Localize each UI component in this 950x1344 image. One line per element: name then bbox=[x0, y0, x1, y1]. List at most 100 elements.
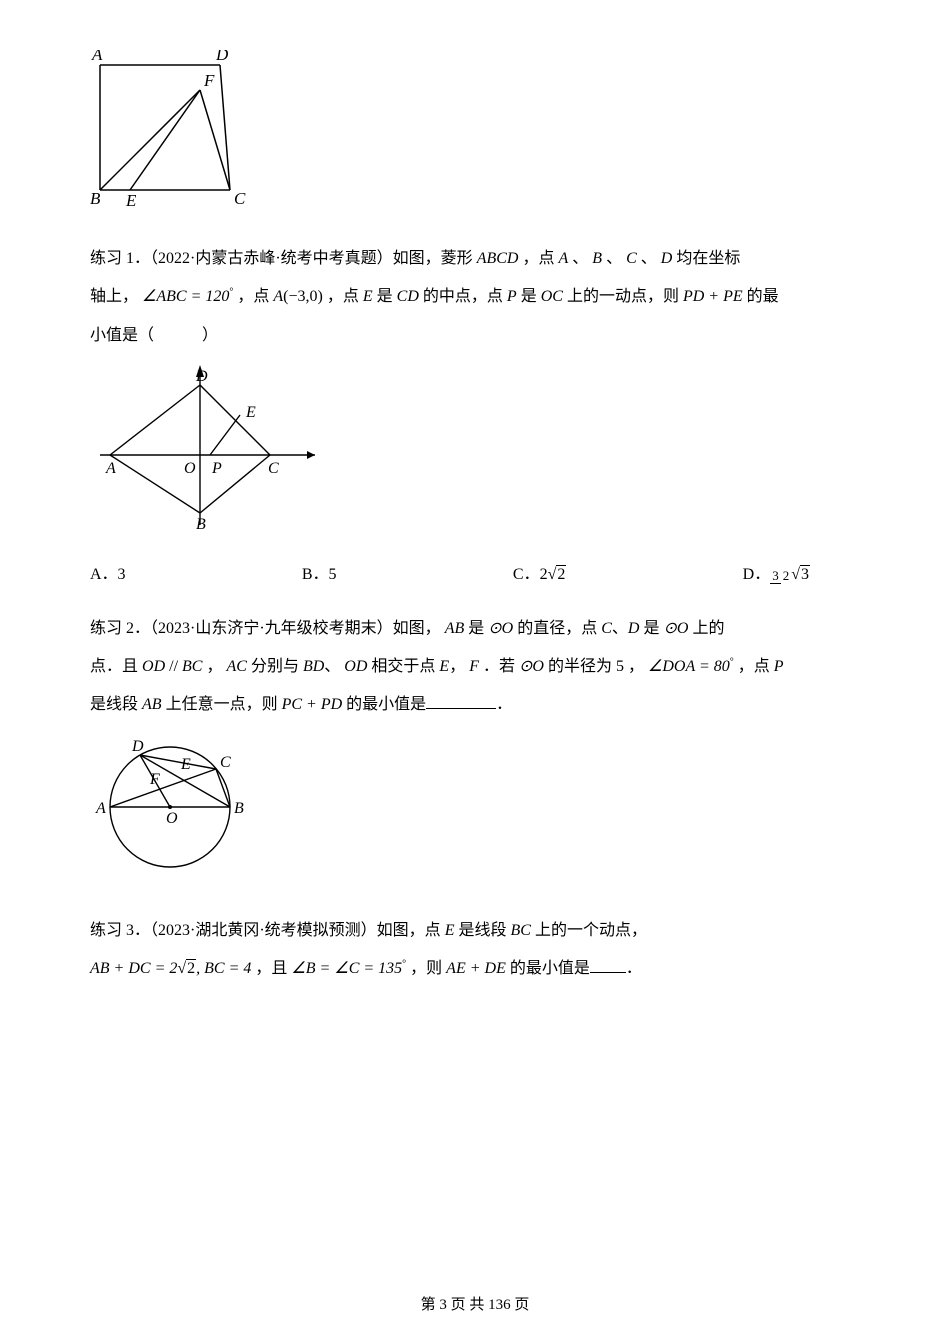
ex1-label: 练习 1． bbox=[90, 250, 150, 267]
ex1-Apt: A(−3,0) bbox=[273, 288, 322, 305]
ex2-d: D bbox=[628, 620, 640, 637]
ex1-pE: E bbox=[363, 288, 373, 305]
ex2-ang: ∠DOA = 80° bbox=[648, 658, 734, 675]
exercise-1-options: A．3 B．5 C．22 D．323 bbox=[90, 560, 810, 584]
ex2-ab2: AB bbox=[142, 696, 162, 713]
footer-p3: 页 bbox=[514, 1297, 529, 1313]
option-D-num: 3 bbox=[770, 568, 781, 584]
ex2-t2b: 、 bbox=[612, 620, 628, 637]
ex1-pdpe: PD + PE bbox=[683, 288, 743, 305]
option-C: C．22 bbox=[513, 560, 566, 584]
option-D: D．323 bbox=[743, 560, 810, 584]
svg-text:C: C bbox=[268, 460, 279, 477]
ex3-t5: 的最小值是 bbox=[510, 960, 590, 977]
ex3-eq1b: , BC = 4 bbox=[196, 960, 251, 977]
ex2-line2a: 点．且 bbox=[90, 658, 138, 675]
ex2-t9: 的半径为 bbox=[548, 658, 612, 675]
ex2-circ2: ⊙O bbox=[664, 620, 689, 637]
ex1-t11: 上的一动点，则 bbox=[567, 288, 679, 305]
ex2-t8: ．若 bbox=[483, 658, 515, 675]
ex3-eq1: AB + DC = 22, BC = 4 bbox=[90, 960, 251, 977]
figure-rhombus: A OP C D E B bbox=[90, 365, 860, 540]
ex2-t7b: ， bbox=[449, 658, 465, 675]
svg-text:B: B bbox=[234, 800, 244, 817]
ex2-e: E bbox=[439, 658, 449, 675]
option-B: B．5 bbox=[302, 560, 337, 584]
option-A: A．3 bbox=[90, 560, 126, 584]
svg-text:O: O bbox=[166, 810, 178, 827]
page: ADBCEF 练习 1．（2022·内蒙古赤峰·统考中考真题）如图，菱形 ABC… bbox=[0, 0, 950, 1344]
svg-text:P: P bbox=[211, 460, 222, 477]
ex2-bc: BC bbox=[182, 658, 202, 675]
ex1-pA: A bbox=[558, 250, 568, 267]
ex3-e: E bbox=[445, 922, 455, 939]
ex1-angle: ∠ABC = 120° bbox=[142, 288, 233, 305]
svg-text:A: A bbox=[91, 50, 103, 64]
footer-p1: 第 bbox=[421, 1297, 436, 1313]
ex2-circ1: ⊙O bbox=[488, 620, 513, 637]
ex1-t2: 、 bbox=[572, 250, 588, 267]
ex2-t14: ． bbox=[496, 696, 512, 713]
svg-text:D: D bbox=[195, 368, 208, 385]
ex2-pcpd: PC + PD bbox=[282, 696, 343, 713]
ex1-pP: P bbox=[507, 288, 517, 305]
svg-text:E: E bbox=[125, 191, 137, 210]
ex3-aede: AE + DE bbox=[446, 960, 506, 977]
option-C-coef: 2 bbox=[540, 566, 548, 583]
page-footer: 第 3 页 共 136 页 bbox=[0, 1293, 950, 1314]
option-D-sqrt: 3 bbox=[791, 566, 810, 584]
ex2-ac: AC bbox=[226, 658, 246, 675]
footer-total: 136 bbox=[488, 1297, 511, 1313]
ex2-ab: AB bbox=[445, 620, 465, 637]
ex3-source: （2023·湖北黄冈·统考模拟预测）如图，点 bbox=[150, 922, 441, 939]
svg-text:O: O bbox=[184, 460, 196, 477]
ex2-t1: 是 bbox=[468, 620, 484, 637]
svg-text:C: C bbox=[234, 189, 246, 208]
ex1-oc: OC bbox=[541, 288, 563, 305]
footer-p2: 页 共 bbox=[451, 1297, 485, 1313]
ex2-par: // bbox=[169, 658, 182, 675]
ex3-t1: 是线段 bbox=[458, 922, 506, 939]
option-C-prefix: C． bbox=[513, 566, 540, 583]
ex3-eq1rad: 2 bbox=[186, 959, 196, 977]
ex2-t12: 上任意一点，则 bbox=[166, 696, 278, 713]
ex1-source: （2022·内蒙古赤峰·统考中考真题）如图，菱形 bbox=[150, 250, 473, 267]
ex2-t13: 的最小值是 bbox=[346, 696, 426, 713]
ex2-t6: 分别与 bbox=[251, 658, 299, 675]
option-C-rad: 2 bbox=[556, 565, 566, 583]
ex2-f: F bbox=[469, 658, 479, 675]
exercise-3: 练习 3．（2023·湖北黄冈·统考模拟预测）如图，点 E 是线段 BC 上的一… bbox=[90, 912, 860, 989]
ex2-t11: ，点 bbox=[738, 658, 770, 675]
ex1-t4: 、 bbox=[641, 250, 657, 267]
ex2-c: C bbox=[601, 620, 612, 637]
svg-text:A: A bbox=[105, 460, 116, 477]
svg-text:B: B bbox=[196, 516, 206, 533]
svg-text:D: D bbox=[215, 50, 229, 64]
ex2-line3a: 是线段 bbox=[90, 696, 138, 713]
option-C-sqrt: 2 bbox=[548, 566, 567, 584]
ex1-t1: ，点 bbox=[522, 250, 554, 267]
ex1-t10: 是 bbox=[521, 288, 537, 305]
ex1-t5: 均在坐标 bbox=[676, 250, 740, 267]
ex1-t7: ，点 bbox=[327, 288, 359, 305]
ex1-pC: C bbox=[626, 250, 637, 267]
ex2-t3: 是 bbox=[643, 620, 659, 637]
svg-text:E: E bbox=[245, 404, 256, 421]
ex2-label: 练习 2． bbox=[90, 620, 150, 637]
ex3-label: 练习 3． bbox=[90, 922, 150, 939]
svg-text:F: F bbox=[149, 771, 160, 788]
svg-text:A: A bbox=[95, 800, 106, 817]
ex3-t4: ，则 bbox=[410, 960, 442, 977]
ex2-t6b: 、 bbox=[324, 658, 340, 675]
svg-text:E: E bbox=[180, 756, 191, 773]
ex1-pB: B bbox=[592, 250, 602, 267]
ex3-t6: ． bbox=[626, 960, 642, 977]
svg-text:C: C bbox=[220, 754, 231, 771]
ex2-od2: OD bbox=[344, 658, 367, 675]
ex2-t7: 相交于点 bbox=[371, 658, 435, 675]
ex3-blank bbox=[590, 956, 626, 973]
ex3-eq1-sqrt: 2 bbox=[177, 950, 196, 988]
exercise-2: 练习 2．（2023·山东济宁·九年级校考期末）如图， AB 是 ⊙O 的直径，… bbox=[90, 610, 860, 725]
ex2-t10: ， bbox=[628, 658, 644, 675]
option-D-rad: 3 bbox=[800, 565, 810, 583]
